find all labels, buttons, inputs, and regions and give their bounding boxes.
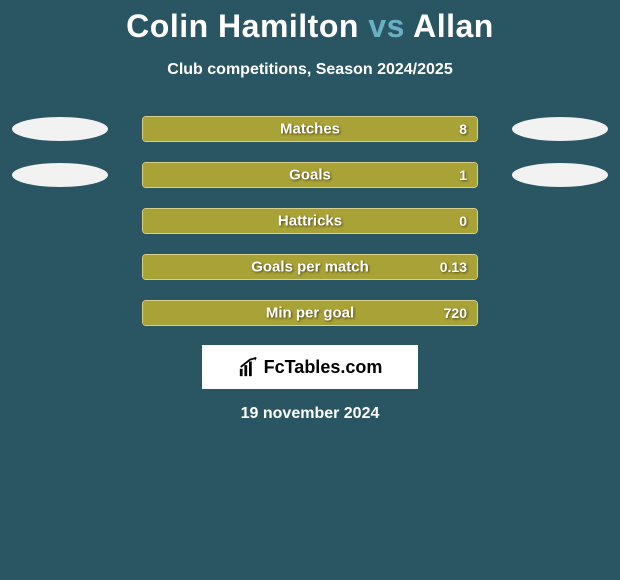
spacer: [512, 255, 608, 279]
stat-row: Hattricks 0: [0, 207, 620, 235]
stat-row: Goals per match 0.13: [0, 253, 620, 281]
stat-label: Goals: [289, 167, 331, 184]
stat-label: Matches: [280, 121, 340, 138]
stat-value-right: 0: [459, 213, 467, 229]
stat-bar: Hattricks 0: [142, 208, 478, 234]
logo-text: FcTables.com: [264, 357, 383, 378]
title: Colin Hamilton vs Allan: [0, 8, 620, 45]
stat-label: Goals per match: [251, 259, 369, 276]
logo-chart-icon: [238, 356, 260, 378]
stat-bar: Min per goal 720: [142, 300, 478, 326]
comparison-card: Colin Hamilton vs Allan Club competition…: [0, 0, 620, 423]
stat-bar: Goals 1: [142, 162, 478, 188]
stat-row: Goals 1: [0, 161, 620, 189]
date-label: 19 november 2024: [0, 405, 620, 423]
stat-value-right: 0.13: [440, 259, 467, 275]
player2-marker: [512, 163, 608, 187]
stat-bar: Goals per match 0.13: [142, 254, 478, 280]
logo-box: FcTables.com: [202, 345, 418, 389]
stat-row: Matches 8: [0, 115, 620, 143]
player1-name: Colin Hamilton: [126, 8, 359, 44]
stat-bar: Matches 8: [142, 116, 478, 142]
stat-value-right: 1: [459, 167, 467, 183]
spacer: [12, 301, 108, 325]
spacer: [512, 301, 608, 325]
player2-marker: [512, 117, 608, 141]
spacer: [12, 209, 108, 233]
player1-marker: [12, 163, 108, 187]
stats-rows: Matches 8 Goals 1 Hattricks 0 Goals per match 0…: [0, 115, 620, 327]
stat-label: Hattricks: [278, 213, 342, 230]
spacer: [512, 209, 608, 233]
player1-marker: [12, 117, 108, 141]
spacer: [12, 255, 108, 279]
stat-value-right: 8: [459, 121, 467, 137]
stat-row: Min per goal 720: [0, 299, 620, 327]
subtitle: Club competitions, Season 2024/2025: [0, 61, 620, 79]
vs-label: vs: [368, 8, 405, 44]
stat-label: Min per goal: [266, 305, 354, 322]
logo: FcTables.com: [238, 356, 383, 378]
player2-name: Allan: [413, 8, 494, 44]
stat-value-right: 720: [444, 305, 467, 321]
